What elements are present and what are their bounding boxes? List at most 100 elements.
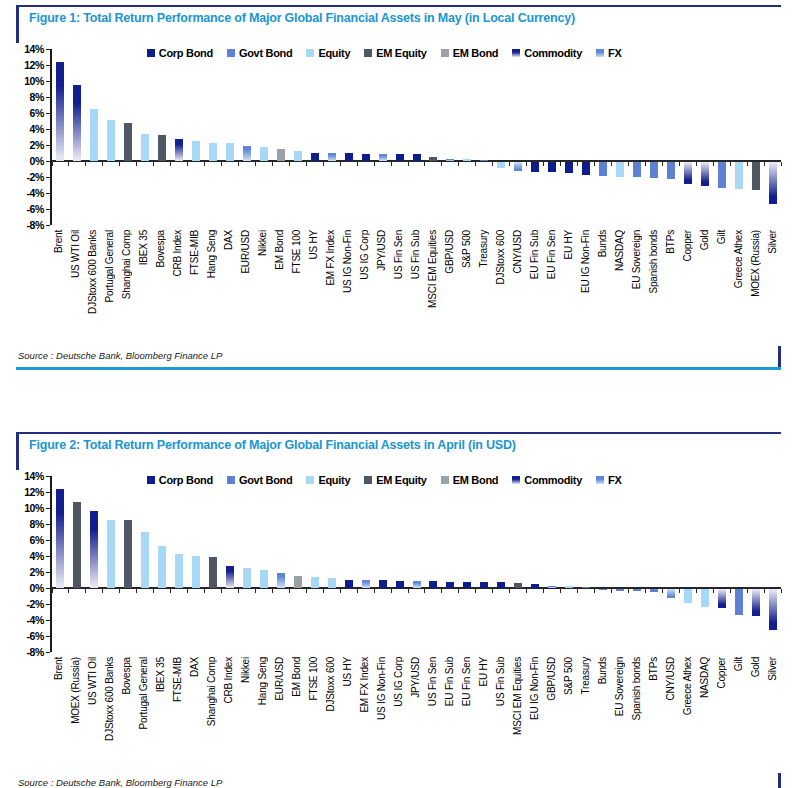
legend-item: Equity: [306, 47, 350, 59]
legend-item: EM Equity: [364, 47, 426, 59]
category-label-cell: GBP/USD: [441, 230, 458, 344]
bar-silver: [769, 162, 777, 204]
category-label: DJStoxx 600: [496, 230, 506, 285]
category-label-cell: JPY/USD: [407, 657, 424, 771]
legend-label: Corp Bond: [159, 474, 213, 486]
category-label-cell: Bovespa: [152, 230, 169, 344]
category-label: Gold: [751, 657, 761, 677]
legend-label: EM Equity: [376, 474, 426, 486]
figure-1-footer: Source : Deutsche Bank, Bloomberg Financ…: [16, 346, 781, 367]
category-label-cell: FTSE-MIB: [186, 230, 203, 344]
category-label: JPY/USD: [411, 657, 421, 698]
category-label: Hang Seng: [207, 230, 217, 278]
bar-us-ig-non-fin: [345, 153, 353, 161]
x-axis-tick: [408, 162, 409, 166]
category-label-cell: Hang Seng: [254, 657, 271, 771]
category-label: US IG Corp: [360, 230, 370, 280]
bar-us-ig-non-fin: [379, 580, 387, 588]
legend: Corp BondGovt BondEquityEM EquityEM Bond…: [147, 474, 622, 486]
em_equity-legend-swatch: [364, 476, 372, 484]
category-label-cell: GBP/USD: [543, 657, 560, 771]
bar-eu-hy: [480, 582, 488, 588]
x-axis-tick: [357, 162, 358, 166]
x-axis-tick: [611, 162, 612, 166]
x-axis-tick: [102, 589, 103, 593]
bar-bunds: [599, 162, 607, 176]
govt-legend-swatch: [227, 476, 235, 484]
category-label-cell: US IG Non-Fin: [339, 230, 356, 344]
equity-legend-swatch: [306, 49, 314, 57]
category-label-cell: Shanghai Comp: [118, 230, 135, 344]
x-axis-tick: [424, 589, 425, 593]
legend-item: Govt Bond: [227, 47, 293, 59]
x-axis-tick: [153, 162, 154, 166]
category-label: CRB Index: [173, 230, 183, 277]
category-label: US HY: [343, 657, 353, 687]
x-axis-tick: [781, 589, 782, 593]
em_bond-legend-swatch: [441, 49, 449, 57]
bar-djstoxx-600: [497, 162, 505, 168]
legend-item: FX: [596, 47, 621, 59]
category-label-cell: CRB Index: [169, 230, 186, 344]
category-label-cell: US Fin Sen: [390, 230, 407, 344]
x-axis-tick: [543, 589, 544, 593]
x-axis-tick: [560, 162, 561, 166]
figure-2-header: Figure 2: Total Return Performance of Ma…: [16, 432, 781, 470]
category-label-cell: MSCI EM Equities: [424, 230, 441, 344]
category-label: US Fin Sen: [394, 230, 404, 279]
x-axis-tick: [357, 589, 358, 593]
legend-item: EM Equity: [364, 474, 426, 486]
y-tick-label: -2%: [27, 171, 44, 183]
category-label: Spanish bonds: [632, 657, 642, 721]
bar-hang-seng: [260, 570, 268, 588]
fx-legend-swatch: [596, 49, 604, 57]
category-label-cell: Silver: [764, 657, 781, 771]
y-tick-label: 6%: [30, 107, 44, 119]
x-axis-tick: [221, 589, 222, 593]
y-tick-label: 2%: [30, 139, 44, 151]
category-label-cell: Spanish bonds: [645, 230, 662, 344]
bar-em-fx-index: [328, 153, 336, 161]
category-label-cell: Treasury: [475, 230, 492, 344]
bar-dax: [226, 143, 234, 161]
bar-eur-usd: [277, 573, 285, 588]
bar-djstoxx-600-banks: [107, 520, 115, 588]
x-axis-tick: [204, 589, 205, 593]
x-axis-tick: [543, 162, 544, 166]
legend-label: Commodity: [524, 47, 582, 59]
category-label-cell: Brent: [50, 230, 67, 344]
category-label-cell: Gold: [696, 230, 713, 344]
category-label-cell: EU HY: [560, 230, 577, 344]
figure-1-bottom-rule: [16, 367, 781, 370]
bar-gilt: [735, 589, 743, 615]
x-axis-tick: [204, 162, 205, 166]
x-axis-tick: [170, 162, 171, 166]
y-tick-label: 6%: [30, 534, 44, 546]
category-label: US Fin Sub: [411, 230, 421, 279]
bar-btps: [667, 162, 675, 179]
category-label: US IG Non-Fin: [343, 230, 353, 293]
category-label-cell: Nikkei: [237, 657, 254, 771]
x-axis-tick: [136, 162, 137, 166]
x-axis-labels: BrentUS WTI OilDJStoxx 600 BanksPortugal…: [50, 230, 781, 344]
y-tick-label: -4%: [27, 614, 44, 626]
category-label-cell: JPY/USD: [373, 230, 390, 344]
x-axis-tick: [187, 589, 188, 593]
category-label: CNY/USD: [513, 230, 523, 274]
category-label-cell: EU Sovereign: [611, 657, 628, 771]
category-label: US HY: [309, 230, 319, 260]
category-label-cell: Greece Athex: [679, 657, 696, 771]
category-label: US IG Corp: [394, 657, 404, 707]
y-tick-label: -6%: [27, 630, 44, 642]
bar-jpy-usd: [413, 581, 421, 588]
bar-gold: [752, 589, 760, 616]
x-axis-tick: [713, 589, 714, 593]
y-tick-label: 0%: [30, 582, 44, 594]
category-label-cell: FTSE 100: [288, 230, 305, 344]
x-axis-tick: [340, 162, 341, 166]
em_bond-legend-swatch: [441, 476, 449, 484]
category-label: MSCI EM Equities: [513, 657, 523, 735]
legend-item: Corp Bond: [147, 474, 213, 486]
y-axis: 14%12%10%8%6%4%2%0%-2%-4%-6%-8%: [16, 476, 50, 652]
category-label-cell: EM Bond: [271, 230, 288, 344]
